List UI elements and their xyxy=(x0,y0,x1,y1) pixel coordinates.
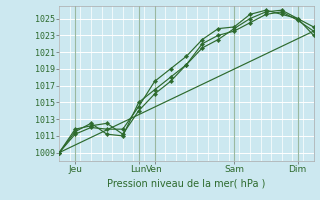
X-axis label: Pression niveau de la mer( hPa ): Pression niveau de la mer( hPa ) xyxy=(107,178,266,188)
